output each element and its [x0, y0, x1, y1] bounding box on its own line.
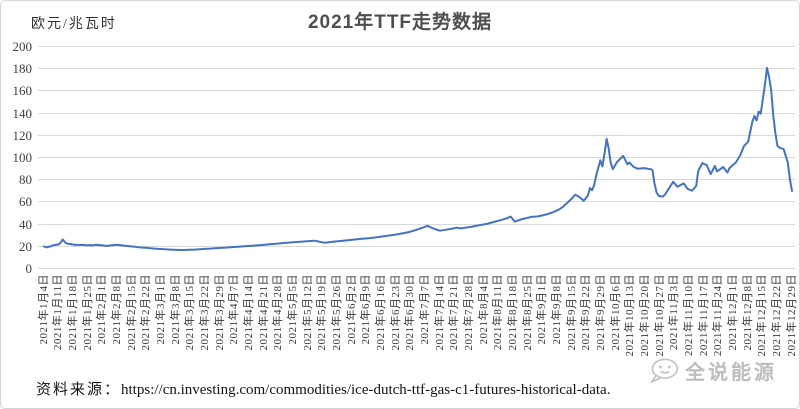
x-tick-label: 2021年9月22日	[580, 274, 593, 351]
x-tick-label: 2021年10月13日	[624, 274, 637, 357]
x-tick-label: 2021年11月17日	[697, 274, 710, 357]
x-tick-label: 2021年12月22日	[770, 274, 783, 357]
x-tick-label: 2021年5月26日	[330, 274, 343, 351]
x-tick-label: 2021年3月29日	[213, 274, 226, 351]
x-tick-label: 2021年4月28日	[272, 274, 285, 351]
gridline	[38, 268, 795, 269]
x-tick-label: 2021年9月15日	[565, 274, 578, 351]
y-axis-unit-label: 欧元/兆瓦时	[31, 17, 117, 32]
source-line: 资料来源：https://cn.investing.com/commoditie…	[36, 378, 610, 399]
x-tick-label: 2021年3月15日	[184, 274, 197, 351]
x-tick-label: 2021年1月11日	[52, 274, 65, 351]
y-tick-label: 60	[19, 194, 32, 209]
x-tick-label: 2021年12月15日	[756, 274, 769, 357]
x-tick-label: 2021年6月23日	[389, 274, 402, 351]
x-tick-label: 2021年11月24日	[712, 274, 725, 357]
x-tick-label: 2021年5月5日	[286, 274, 299, 345]
x-tick-label: 2021年6月9日	[360, 274, 373, 345]
x-tick-label: 2021年2月15日	[125, 274, 138, 351]
x-tick-label: 2021年3月8日	[169, 274, 182, 345]
x-tick-label: 2021年6月16日	[374, 274, 387, 351]
x-tick-label: 2021年4月14日	[242, 274, 255, 351]
x-tick-label: 2021年3月1日	[154, 274, 167, 345]
y-tick-label: 140	[12, 106, 33, 121]
gridline	[38, 157, 795, 158]
y-tick-label: 180	[12, 61, 33, 76]
y-tick-label: 20	[19, 239, 32, 254]
x-tick-label: 2021年7月28日	[462, 274, 475, 351]
gridline	[38, 68, 795, 69]
x-tick-label: 2021年7月7日	[418, 274, 431, 345]
x-tick-label: 2021年9月1日	[536, 274, 549, 345]
x-tick-label: 2021年10月27日	[653, 274, 666, 357]
gridline	[38, 224, 795, 225]
y-tick-label: 40	[19, 217, 32, 232]
x-tick-label: 2021年6月30日	[404, 274, 417, 351]
x-tick-label: 2021年2月22日	[140, 274, 153, 351]
x-tick-label: 2021年6月2日	[345, 274, 358, 345]
y-tick-label: 100	[12, 150, 33, 165]
gridline	[38, 113, 795, 114]
x-tick-label: 2021年12月8日	[741, 274, 754, 351]
x-tick-label: 2021年8月11日	[492, 274, 505, 351]
x-tick-label: 2021年8月25日	[521, 274, 534, 351]
y-tick-label: 200	[12, 39, 33, 54]
gridline	[38, 46, 795, 47]
x-tick-label: 2021年5月19日	[316, 274, 329, 351]
x-tick-label: 2021年10月20日	[638, 274, 651, 357]
x-tick-label: 2021年9月8日	[550, 274, 563, 345]
x-tick-label: 2021年8月4日	[477, 274, 490, 345]
x-tick-label: 2021年5月12日	[301, 274, 314, 351]
source-label: 资料来源：	[36, 382, 122, 398]
gridline	[38, 179, 795, 180]
x-tick-label: 2021年1月4日	[37, 274, 50, 345]
x-tick-label: 2021年8月18日	[506, 274, 519, 351]
x-tick-label: 2021年4月21日	[257, 274, 270, 351]
source-url: https://cn.investing.com/commodities/ice…	[121, 382, 611, 398]
x-tick-label: 2021年11月3日	[668, 274, 681, 351]
x-tick-label: 2021年12月29日	[785, 274, 798, 357]
ttf-price-polyline	[43, 66, 793, 251]
x-tick-label: 2021年2月1日	[96, 274, 109, 345]
x-tick-label: 2021年7月14日	[433, 274, 446, 351]
x-tick-label: 2021年2月8日	[110, 274, 123, 345]
y-tick-label: 160	[12, 83, 33, 98]
watermark-text: 全说能源	[685, 362, 777, 384]
y-tick-label: 0	[25, 261, 33, 276]
x-tick-label: 2021年11月10日	[682, 274, 695, 357]
watermark: 全说能源	[648, 356, 777, 385]
gridline	[38, 246, 795, 247]
chart-title: 2021年TTF走势数据	[307, 12, 493, 33]
gridline	[38, 135, 795, 136]
y-tick-label: 120	[12, 128, 33, 143]
x-tick-label: 2021年1月18日	[66, 274, 79, 351]
x-tick-label: 2021年7月21日	[448, 274, 461, 351]
x-tick-label: 2021年9月29日	[594, 274, 607, 351]
x-tick-label: 2021年3月22日	[198, 274, 211, 351]
y-tick-label: 80	[19, 172, 32, 187]
x-tick-label: 2021年4月7日	[228, 274, 241, 345]
price-line-series	[43, 66, 793, 251]
x-tick-label: 2021年12月1日	[726, 274, 739, 351]
gridline	[38, 90, 795, 91]
speech-bubble-face-icon	[650, 358, 679, 383]
x-tick-label: 2021年1月25日	[81, 274, 94, 351]
gridline	[38, 201, 795, 202]
x-tick-label: 2021年10月6日	[609, 274, 622, 351]
